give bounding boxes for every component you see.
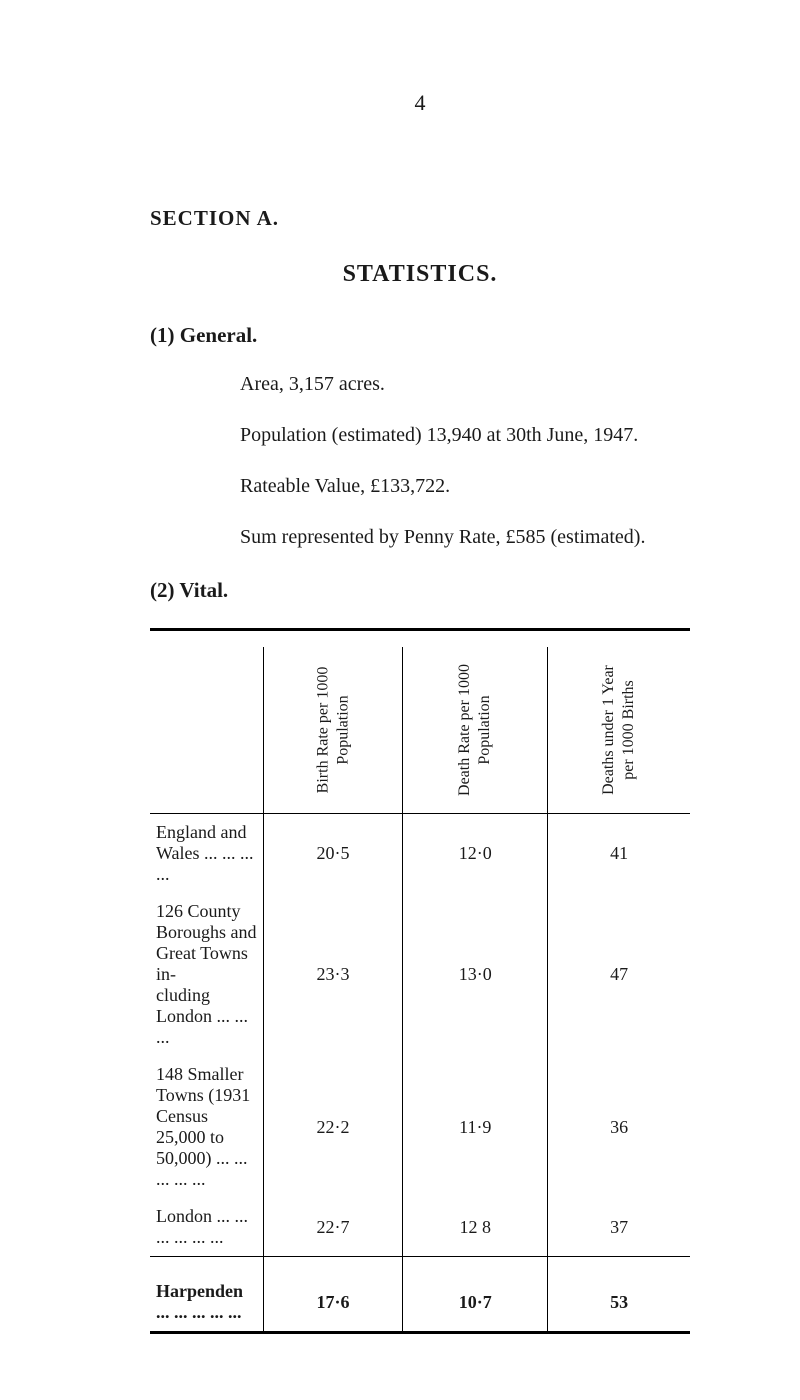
cell: 13·0	[403, 893, 548, 1056]
cell: 11·9	[403, 1056, 548, 1198]
cell: 23·3	[263, 893, 403, 1056]
row-label: Harpenden ... ... ... ... ...	[150, 1273, 263, 1333]
cell: 10·7	[403, 1273, 548, 1333]
vital-table: Birth Rate per 1000Population Death Rate…	[150, 628, 690, 1350]
page-number: 4	[150, 90, 690, 116]
cell: 22·2	[263, 1056, 403, 1198]
table-row: 126 County Boroughs and Great Towns in-c…	[150, 893, 690, 1056]
cell: 47	[548, 893, 690, 1056]
general-line-pennyrate: Sum represented by Penny Rate, £585 (est…	[240, 523, 690, 552]
cell: 12·0	[403, 814, 548, 894]
col-deaths-under-1: Deaths under 1 Yearper 1000 Births	[548, 647, 690, 814]
section-a-heading: SECTION A.	[150, 206, 690, 231]
harpenden-row: Harpenden ... ... ... ... ... 17·6 10·7 …	[150, 1273, 690, 1333]
cell: 53	[548, 1273, 690, 1333]
general-line-population: Population (estimated) 13,940 at 30th Ju…	[240, 421, 690, 450]
general-block: Area, 3,157 acres. Population (estimated…	[240, 370, 690, 552]
cell: 37	[548, 1198, 690, 1257]
col-death-rate: Death Rate per 1000Population	[403, 647, 548, 814]
table-row: London ... ... ... ... ... ... 22·7 12 8…	[150, 1198, 690, 1257]
table-header-row: Birth Rate per 1000Population Death Rate…	[150, 647, 690, 814]
cell: 17·6	[263, 1273, 403, 1333]
statistics-title: STATISTICS.	[150, 261, 690, 288]
cell: 12 8	[403, 1198, 548, 1257]
general-line-rateable: Rateable Value, £133,722.	[240, 472, 690, 501]
table-row: 148 Smaller Towns (1931 Census 25,000 to…	[150, 1056, 690, 1198]
row-label: England and Wales ... ... ... ...	[150, 814, 263, 894]
vital-heading: (2) Vital.	[150, 578, 690, 603]
row-label: 126 County Boroughs and Great Towns in-c…	[150, 893, 263, 1056]
cell: 20·5	[263, 814, 403, 894]
col-birth-rate: Birth Rate per 1000Population	[263, 647, 403, 814]
row-label: 148 Smaller Towns (1931 Census 25,000 to…	[150, 1056, 263, 1198]
cell: 22·7	[263, 1198, 403, 1257]
general-heading: (1) General.	[150, 323, 690, 348]
row-label: London ... ... ... ... ... ...	[150, 1198, 263, 1257]
cell: 36	[548, 1056, 690, 1198]
cell: 41	[548, 814, 690, 894]
general-line-area: Area, 3,157 acres.	[240, 370, 690, 399]
table-row: England and Wales ... ... ... ... 20·5 1…	[150, 814, 690, 894]
document-page: 4 SECTION A. STATISTICS. (1) General. Ar…	[0, 0, 800, 1400]
